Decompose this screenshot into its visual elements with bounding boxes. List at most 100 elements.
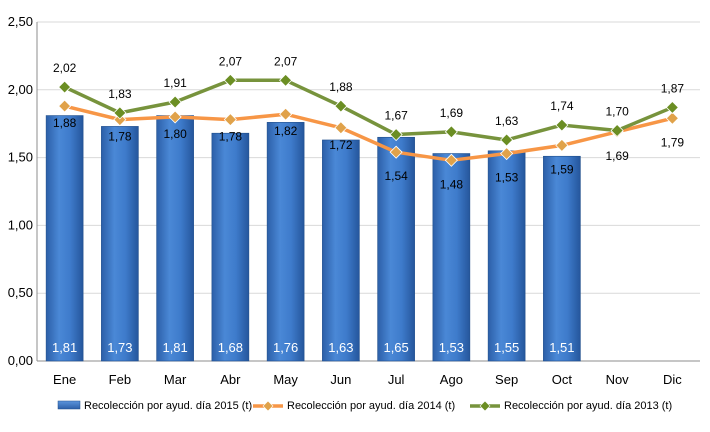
y-tick-label: 2,50 [8,14,33,29]
line-point-marker [334,121,348,135]
x-tick-label: Abr [220,372,241,387]
line-point-marker [500,133,514,147]
series-2013-value-label: 1,91 [163,76,187,90]
series-2014-value-label: 1,78 [108,130,132,144]
y-tick-label: 1,00 [8,217,33,232]
x-tick-label: Jun [330,372,351,387]
series-2013-value-label: 1,87 [661,81,685,95]
series-2013-value-label: 2,02 [53,61,77,75]
bar-value-label: 1,63 [328,340,353,355]
line-point-marker [334,99,348,113]
y-tick-label: 1,50 [8,150,33,165]
series-2013-value-label: 1,70 [605,104,629,118]
series-2014-value-label: 1,59 [550,162,574,176]
bar-value-label: 1,73 [107,340,132,355]
series-2013-value-label: 1,67 [384,109,408,123]
bar [211,132,250,362]
line-point-marker [279,73,293,87]
series-2014-value-label: 1,53 [495,171,519,185]
bar-value-label: 1,76 [273,340,298,355]
bar-value-label: 1,68 [218,340,243,355]
bar-series [45,115,581,362]
line-point-marker [58,80,72,94]
line-point-marker [665,111,679,125]
legend-label: Recolección por ayud. día 2014 (t) [287,400,455,412]
bar [322,139,360,362]
legend-label: Recolección por ayud. día 2013 (t) [504,400,672,412]
line-point-marker [168,95,182,109]
legend-marker-swatch [479,400,491,412]
gridlines [37,21,700,294]
bar [377,136,415,362]
bar-value-label: 1,81 [52,340,77,355]
bar [45,115,84,362]
line-point-marker [279,107,293,121]
x-tick-label: Sep [495,372,518,387]
x-tick-label: Dic [663,372,682,387]
line-point-marker [168,110,182,124]
x-tick-label: Jul [388,372,405,387]
y-tick-label: 0,00 [8,353,33,368]
bar [432,153,471,362]
series-2013-value-label: 2,07 [274,54,298,68]
series-line [63,78,674,142]
series-2013-value-label: 1,74 [550,99,574,113]
series-2014-value-label: 1,80 [163,127,187,141]
x-tick-label: Ago [440,372,463,387]
y-tick-label: 2,00 [8,82,33,97]
line-series [58,73,679,167]
series-2014-value-label: 1,78 [219,130,243,144]
line-point-marker [58,99,72,113]
x-tick-label: Nov [606,372,630,387]
bar [487,150,526,362]
line-point-marker [113,113,127,127]
line-point-marker [444,153,458,167]
x-tick-label: Oct [552,372,573,387]
series-2014-value-label: 1,48 [440,177,464,191]
series-2014-value-label: 1,54 [384,169,408,183]
series-2013-value-label: 2,07 [219,54,243,68]
bar-value-label: 1,81 [162,340,187,355]
legend-label: Recolección por ayud. día 2015 (t) [84,400,252,412]
x-tick-label: Feb [109,372,131,387]
x-tick-label: Mar [164,372,187,387]
series-2014-value-label: 1,79 [661,135,685,149]
line-point-marker [113,106,127,120]
x-tick-label: Ene [53,372,76,387]
legend-bar-swatch [57,400,81,410]
y-tick-label: 0,50 [8,285,33,300]
line-point-marker [223,113,237,127]
bar-value-label: 1,65 [383,340,408,355]
line-point-marker [665,100,679,114]
legend: Recolección por ayud. día 2015 (t) Recole… [57,400,672,412]
series-2014-value-label: 1,69 [605,149,629,163]
line-point-marker [555,138,569,152]
legend-marker-swatch [262,400,274,412]
bar-value-label: 1,53 [439,340,464,355]
bar [101,126,139,362]
series-line [64,104,673,163]
bar-value-label: 1,51 [549,340,574,355]
series-2013-value-label: 1,88 [329,80,353,94]
x-tick-label: May [273,372,298,387]
series-2013-value-label: 1,63 [495,114,519,128]
bar [543,155,581,362]
bar [266,122,305,362]
line-point-marker [223,73,237,87]
line-point-marker [389,127,403,142]
line-point-marker [444,125,458,139]
axes: 0,00 0,50 1,00 1,50 2,00 2,50 Ene Feb Mar Abr May J… [8,14,700,387]
series-2013-value-label: 1,69 [440,106,464,120]
data-labels: 1,81 1,73 1,81 1,68 1,76 1,63 1,65 1,53 1,55 1,51… [52,54,684,355]
line-point-marker [555,118,569,132]
series-2013-value-label: 1,83 [108,87,132,101]
line-point-marker [500,146,514,161]
line-point-marker [389,145,403,159]
series-2014-value-label: 1,88 [53,116,77,130]
bar [156,115,194,362]
line-point-marker [610,123,624,138]
series-2014-value-label: 1,72 [329,138,353,152]
series-2014-value-label: 1,82 [274,124,298,138]
bar-value-label: 1,55 [494,340,519,355]
